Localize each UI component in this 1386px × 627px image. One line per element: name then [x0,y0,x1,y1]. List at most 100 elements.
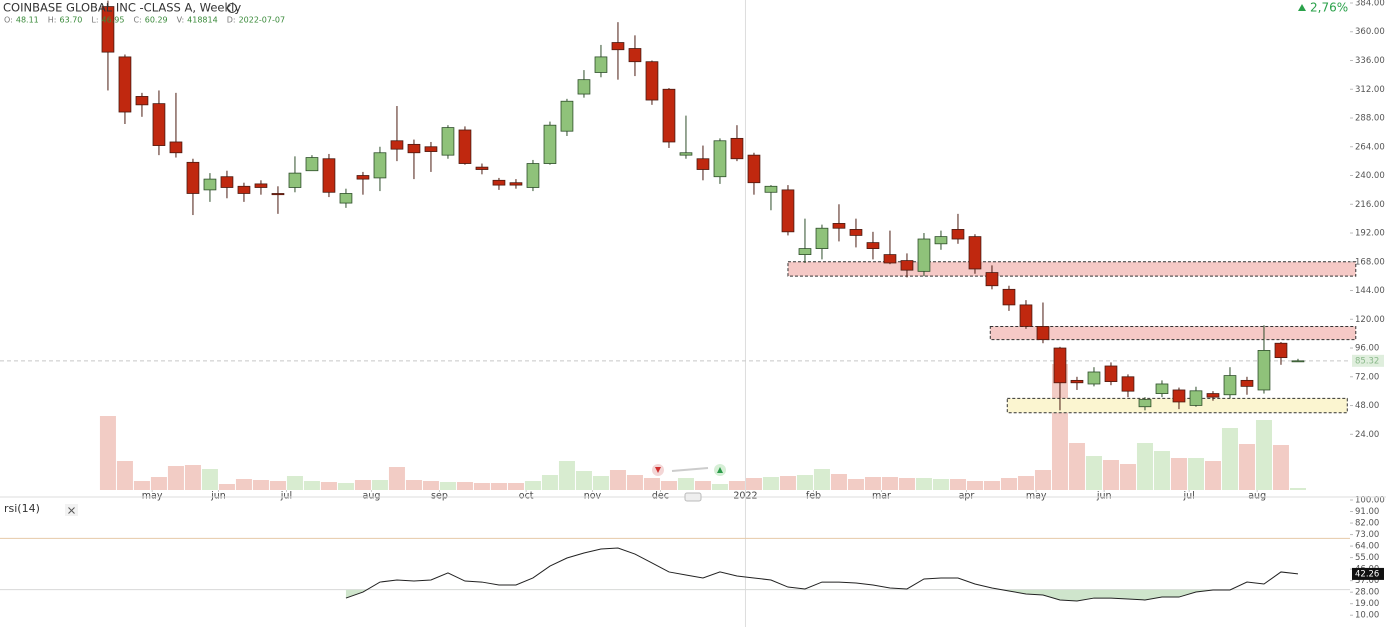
y-tick-label: 192.00 [1355,229,1385,239]
candle-body [713,140,727,178]
candle-body [1036,326,1050,341]
volume-bar [1153,451,1170,490]
header-value: 48.11 [16,16,39,25]
volume-bar [1119,464,1136,490]
candle-body [118,56,132,113]
volume-bar [320,482,337,490]
header-key: H: [48,16,57,25]
candle-body [1070,379,1084,384]
rsi-y-tick-label: 55.00 [1355,553,1379,563]
volume-bar [116,461,133,490]
header-value: 63.70 [59,16,82,25]
x-tick-label: nov [584,491,602,502]
volume-bar [1136,443,1153,490]
candle-body [543,124,557,164]
header-value: 418814 [187,16,218,25]
rsi-y-tick-label: 100.00 [1355,496,1385,506]
x-tick-label: may [142,491,163,502]
volume-bar [575,471,592,490]
candle-body [764,185,778,193]
candle-body [203,178,217,191]
candle-body [322,158,336,193]
candle-body [288,172,302,188]
volume-bar [1034,470,1051,490]
volume-bar [252,480,269,490]
pane-handle[interactable] [684,492,702,502]
y-tick-label: 96.00 [1355,344,1379,354]
volume-bar [609,470,626,490]
rsi-y-tick-label: 10.00 [1355,611,1379,621]
volume-bar [388,467,405,490]
volume-bar [507,483,524,490]
candle-body [356,175,370,180]
volume-bar [1102,460,1119,490]
header-value: 46.95 [102,16,125,25]
candle-body [1053,347,1067,384]
candle-body [373,152,387,179]
candle-body [1223,375,1237,396]
volume-bar [218,484,235,490]
candle-body [815,227,829,249]
last-price-label: 85.32 [1355,356,1379,366]
rsi-y-tick-label: 37.00 [1355,576,1379,586]
volume-bar [303,481,320,490]
volume-bar [371,480,388,490]
candle-body [441,127,455,156]
candle-body [271,193,285,196]
candle-body [186,161,200,194]
indicator-label: rsi(14) [4,502,40,515]
header-key: C: [133,16,141,25]
rsi-y-tick-label: 28.00 [1355,588,1379,598]
candle-body [135,96,149,106]
volume-bar [915,478,932,490]
candle-body [900,260,914,271]
candle-body [526,163,540,188]
header-value: 60.29 [145,16,168,25]
rsi-oversold-area [345,589,1298,602]
candle-body [1257,350,1271,391]
y-tick-label: 288.00 [1355,114,1385,124]
candle-body [458,129,472,164]
volume-bar [1170,458,1187,490]
y-tick-label: 168.00 [1355,257,1385,267]
x-tick-label: jul [1183,491,1195,502]
volume-bar [949,479,966,490]
volume-bar [490,483,507,490]
candle-body [1155,383,1169,394]
y-tick-label: 264.00 [1355,142,1385,152]
rsi-y-tick-label: 91.00 [1355,507,1379,517]
candle-body [220,176,234,188]
candle-body [101,6,115,53]
header-value: 2022-07-07 [239,16,286,25]
chart-title: COINBASE GLOBAL INC -CLASS A, Weekly [3,1,241,15]
x-tick-label: jul [280,491,292,502]
volume-bar [558,461,575,490]
volume-bar [1017,476,1034,490]
candle-body [1206,393,1220,398]
candle-body [747,154,761,184]
x-tick-label: jun [210,491,226,502]
volume-bar [201,469,218,490]
volume-bar [779,476,796,490]
volume-bar [1272,445,1289,490]
volume-bar [337,483,354,490]
volume-bar [184,465,201,490]
volume-bar [864,477,881,490]
candle-body [1019,304,1033,327]
y-tick-label: 360.00 [1355,27,1385,37]
volume-bar [473,483,490,490]
volume-bar [524,481,541,490]
candle-body [696,158,710,170]
y-tick-label: 120.00 [1355,315,1385,325]
signal-link [671,467,709,472]
candle-body [832,223,846,229]
x-tick-label: 2022 [733,491,757,502]
volume-bar [932,479,949,490]
volume-bar [422,481,439,490]
volume-bar [796,475,813,490]
volume-bar [456,482,473,490]
candle-body [509,182,523,186]
volume-bar [966,481,983,490]
volume-bar [830,474,847,490]
header-key: L: [91,16,98,25]
